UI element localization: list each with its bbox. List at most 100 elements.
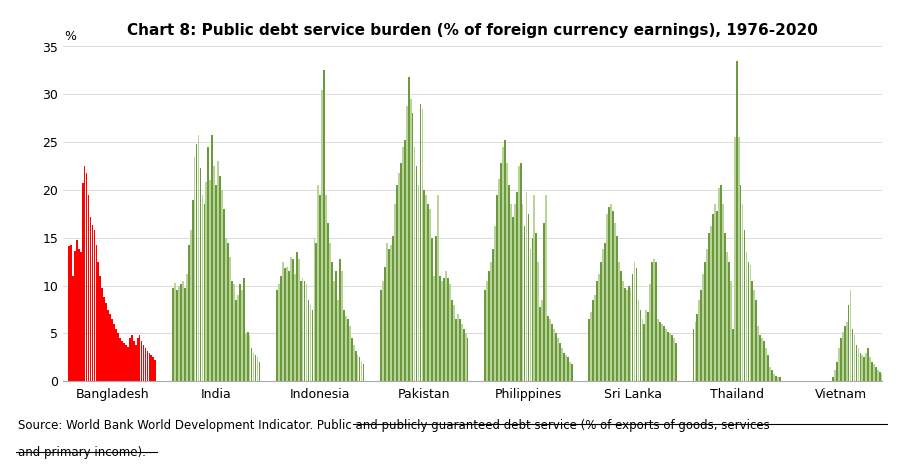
Text: %: % [65, 30, 76, 43]
Bar [404, 140, 406, 381]
Bar [640, 310, 642, 381]
Bar [708, 233, 710, 381]
Bar [748, 262, 750, 381]
Bar [561, 348, 562, 381]
Bar [436, 236, 437, 381]
Bar [650, 284, 651, 381]
Title: Chart 8: Public debt service burden (% of foreign currency earnings), 1976-2020: Chart 8: Public debt service burden (% o… [127, 23, 818, 39]
Bar [105, 303, 107, 381]
Bar [135, 345, 137, 381]
Bar [208, 147, 209, 381]
Bar [443, 278, 445, 381]
Bar [569, 362, 571, 381]
Text: and primary income).: and primary income). [18, 446, 146, 459]
Bar [665, 329, 667, 381]
Bar [730, 281, 732, 381]
Bar [321, 90, 323, 381]
Bar [667, 332, 669, 381]
Bar [95, 246, 97, 381]
Bar [494, 226, 496, 381]
Bar [155, 360, 157, 381]
Bar [408, 77, 410, 381]
Bar [328, 224, 329, 381]
Bar [220, 176, 221, 381]
Bar [180, 284, 182, 381]
Bar [355, 351, 356, 381]
Bar [594, 295, 596, 381]
Bar [72, 276, 74, 381]
Bar [195, 144, 197, 381]
Bar [738, 137, 740, 381]
Bar [97, 262, 99, 381]
Bar [652, 262, 653, 381]
Bar [662, 324, 663, 381]
Bar [333, 281, 335, 381]
Bar [866, 352, 868, 381]
Bar [562, 352, 564, 381]
Bar [235, 300, 237, 381]
Bar [467, 338, 469, 381]
Bar [861, 354, 863, 381]
Bar [555, 333, 557, 381]
Bar [140, 341, 142, 381]
Bar [765, 348, 767, 381]
Bar [176, 291, 178, 381]
Bar [109, 314, 111, 381]
Bar [414, 147, 416, 381]
Bar [720, 185, 722, 381]
Bar [70, 245, 72, 381]
Bar [597, 281, 598, 381]
Bar [504, 140, 506, 381]
Bar [82, 183, 84, 381]
Bar [411, 113, 413, 381]
Bar [728, 262, 730, 381]
Bar [598, 274, 600, 381]
Bar [547, 316, 549, 381]
Bar [726, 252, 728, 381]
Bar [294, 274, 295, 381]
Bar [559, 343, 561, 381]
Bar [343, 310, 345, 381]
Bar [276, 291, 278, 381]
Bar [198, 134, 200, 381]
Bar [868, 348, 869, 381]
Bar [104, 297, 105, 381]
Bar [94, 230, 95, 381]
Bar [253, 352, 255, 381]
Bar [90, 217, 92, 381]
Bar [308, 300, 310, 381]
Bar [645, 310, 647, 381]
Bar [461, 324, 463, 381]
Bar [123, 343, 125, 381]
Bar [763, 341, 765, 381]
Bar [635, 268, 637, 381]
Bar [148, 352, 150, 381]
Bar [418, 185, 419, 381]
Bar [335, 271, 337, 381]
Bar [130, 335, 132, 381]
Bar [329, 243, 331, 381]
Bar [753, 291, 755, 381]
Bar [323, 70, 325, 381]
Bar [551, 324, 553, 381]
Bar [384, 266, 386, 381]
Bar [392, 236, 394, 381]
Bar [755, 300, 757, 381]
Bar [489, 271, 491, 381]
Bar [498, 179, 500, 381]
Bar [647, 312, 649, 381]
Bar [77, 249, 79, 381]
Bar [290, 257, 292, 381]
Bar [853, 335, 855, 381]
Bar [398, 173, 400, 381]
Bar [402, 147, 404, 381]
Bar [740, 185, 742, 381]
Bar [663, 326, 665, 381]
Bar [419, 104, 421, 381]
Bar [424, 190, 426, 381]
Bar [213, 166, 215, 381]
Bar [129, 338, 130, 381]
Bar [622, 281, 624, 381]
Bar [653, 259, 655, 381]
Bar [856, 345, 858, 381]
